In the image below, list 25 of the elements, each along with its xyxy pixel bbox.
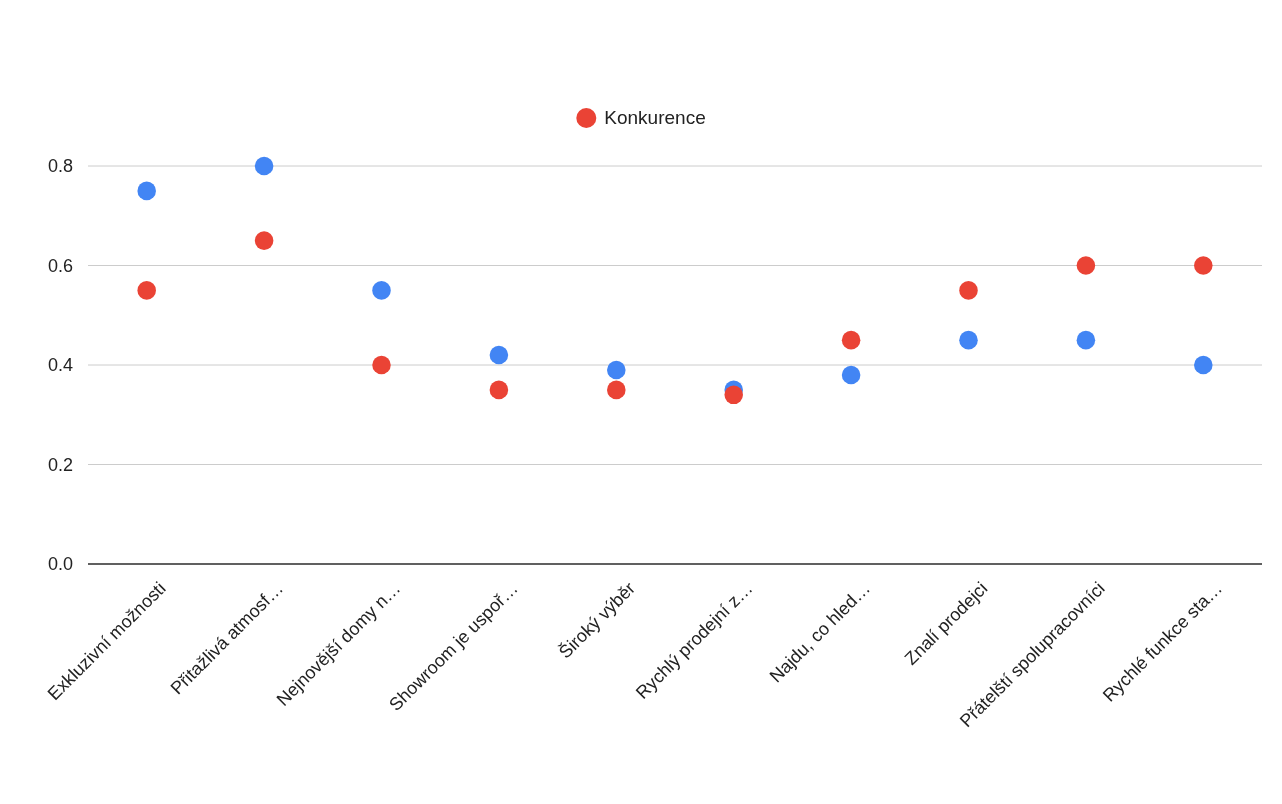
point <box>137 281 156 300</box>
y-tick-label: 0.6 <box>48 255 74 276</box>
point <box>607 380 626 400</box>
point <box>959 281 978 300</box>
point <box>959 330 978 350</box>
point <box>137 181 156 201</box>
point <box>841 365 861 385</box>
point <box>1194 256 1213 275</box>
y-tick-label: 0.4 <box>48 355 74 376</box>
point <box>489 380 509 400</box>
point <box>254 156 274 176</box>
point <box>1076 256 1096 275</box>
point <box>607 360 626 380</box>
point <box>372 355 391 375</box>
point <box>254 231 274 250</box>
y-tick-label: 0.0 <box>48 554 74 575</box>
point <box>1194 355 1213 375</box>
y-tick-label: 0.2 <box>48 454 74 475</box>
point <box>372 281 391 300</box>
point <box>841 330 861 350</box>
legend-label: Konkurence <box>604 107 706 128</box>
point <box>724 385 743 405</box>
point <box>1076 330 1096 350</box>
point <box>489 345 509 365</box>
y-tick-label: 0.8 <box>48 156 74 177</box>
